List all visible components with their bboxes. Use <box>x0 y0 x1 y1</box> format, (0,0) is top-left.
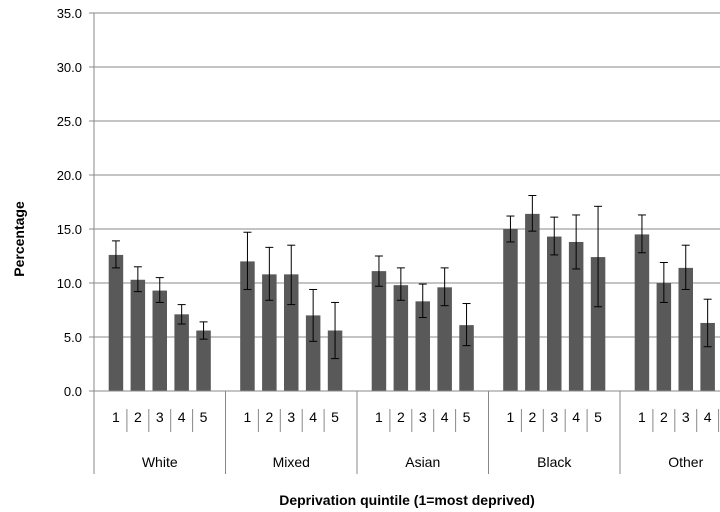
x-tick-label: 1 <box>112 409 120 425</box>
bar-other-2 <box>656 283 672 391</box>
bar-asian-1 <box>371 271 387 391</box>
bar-white-1 <box>108 254 124 391</box>
group-label-mixed: Mixed <box>273 454 310 470</box>
x-tick-label: 2 <box>660 409 668 425</box>
bar-asian-4 <box>437 287 452 391</box>
bar-other-1 <box>634 234 650 391</box>
x-tick-label: 2 <box>528 409 536 425</box>
bar-mixed-2 <box>262 274 277 391</box>
bar-asian-5 <box>459 325 474 391</box>
x-tick-label: 1 <box>375 409 383 425</box>
group-label-black: Black <box>537 454 572 470</box>
bar-mixed-3 <box>284 274 299 391</box>
x-tick-label: 3 <box>156 409 164 425</box>
bar-other-3 <box>678 267 693 391</box>
x-tick-label: 4 <box>441 409 449 425</box>
bar-black-2 <box>525 213 540 391</box>
bar-white-5 <box>196 330 211 391</box>
group-label-asian: Asian <box>405 454 440 470</box>
x-tick-label: 4 <box>309 409 317 425</box>
x-axis-title: Deprivation quintile (1=most deprived) <box>279 492 535 508</box>
bar-black-3 <box>547 236 562 391</box>
y-tick-label: 0.0 <box>64 384 82 399</box>
bar-mixed-4 <box>305 315 321 391</box>
x-tick-label: 4 <box>704 409 712 425</box>
bar-white-4 <box>174 314 189 391</box>
y-tick-label: 15.0 <box>57 222 82 237</box>
bar-asian-2 <box>393 285 409 391</box>
bar-black-4 <box>568 241 584 391</box>
bar-mixed-1 <box>240 261 255 391</box>
x-tick-label: 5 <box>200 409 208 425</box>
x-tick-label: 4 <box>572 409 580 425</box>
y-tick-label: 35.0 <box>57 6 82 21</box>
bar-asian-3 <box>415 301 430 391</box>
y-tick-label: 30.0 <box>57 60 82 75</box>
x-tick-label: 3 <box>550 409 558 425</box>
bar-white-3 <box>152 290 167 391</box>
group-label-white: White <box>142 454 178 470</box>
x-tick-label: 5 <box>331 409 339 425</box>
x-tick-label: 5 <box>594 409 602 425</box>
y-tick-label: 5.0 <box>64 330 82 345</box>
x-tick-label: 2 <box>265 409 273 425</box>
bar-black-1 <box>503 229 518 391</box>
x-tick-label: 3 <box>287 409 295 425</box>
x-tick-label: 2 <box>134 409 142 425</box>
x-tick-label: 5 <box>463 409 471 425</box>
x-tick-label: 1 <box>244 409 252 425</box>
x-tick-label: 1 <box>507 409 515 425</box>
bar-white-2 <box>130 279 146 391</box>
bar-black-5 <box>590 257 606 391</box>
x-tick-label: 3 <box>419 409 427 425</box>
y-tick-label: 20.0 <box>57 168 82 183</box>
x-tick-label: 3 <box>682 409 690 425</box>
y-axis-title: Percentage <box>11 201 27 277</box>
x-tick-label: 1 <box>638 409 646 425</box>
x-tick-label: 4 <box>178 409 186 425</box>
y-tick-label: 25.0 <box>57 114 82 129</box>
bar-mixed-5 <box>327 330 343 391</box>
y-tick-label: 10.0 <box>57 276 82 291</box>
bar-other-4 <box>700 322 715 391</box>
group-label-other: Other <box>668 454 703 470</box>
x-tick-label: 2 <box>397 409 405 425</box>
